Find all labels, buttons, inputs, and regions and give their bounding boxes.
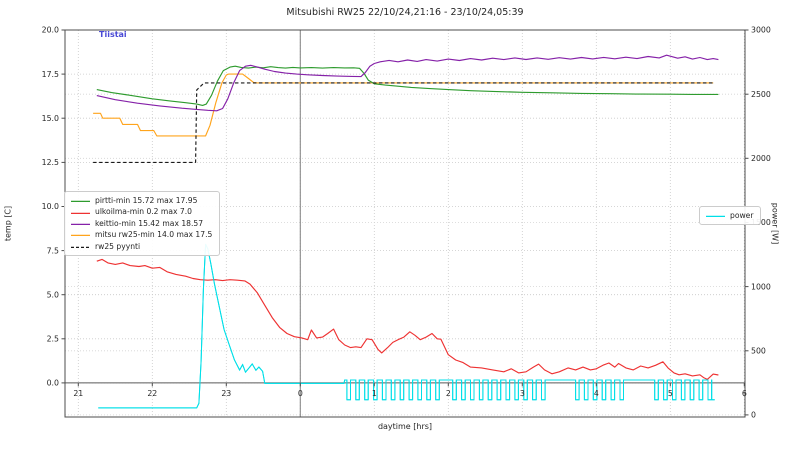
- series-line-ulkoilma: [96, 258, 719, 380]
- legend-label-pirtti: pirtti-min 15.72 max 17.95: [95, 196, 198, 205]
- x-tick-label-23: 23: [221, 389, 231, 398]
- y-tick-label-temp-12.5: 12.5: [42, 158, 59, 167]
- y-tick-label-temp-15.0: 15.0: [42, 114, 59, 123]
- legend-label-keittio: keittio-min 15.42 max 18.57: [95, 218, 204, 228]
- y-tick-label-temp-0.0: 0.0: [47, 379, 59, 388]
- y-tick-label-power-1500: 1500: [751, 218, 771, 227]
- legend-item-ulkoilma: ulkoilma-min 0.2 max 7.0: [71, 206, 212, 217]
- legend-item-rw25-pyynti: rw25 pyynti: [71, 241, 212, 252]
- y-tick-label-temp-17.5: 17.5: [42, 70, 59, 79]
- series-lines: [93, 54, 719, 409]
- legend-label-mitsu-rw25: mitsu rw25-min 14.0 max 17.5: [95, 230, 213, 240]
- x-tick-label-1: 1: [372, 389, 377, 398]
- legend-item-keittio: keittio-min 15.42 max 18.57: [71, 218, 212, 229]
- y-tick-label-temp-7.5: 7.5: [47, 246, 59, 255]
- legend-label-power: power: [730, 211, 754, 220]
- y-tick-label-temp-20.0: 20.0: [42, 26, 59, 35]
- weekday-annotation: Tiistai: [99, 30, 127, 39]
- legend-power: power: [699, 206, 762, 226]
- x-tick-label-5: 5: [668, 389, 673, 398]
- y-tick-label-power-2000: 2000: [751, 154, 771, 163]
- series-line-rw25-pyynti: [93, 82, 715, 163]
- legend-swatch-ulkoilma: [71, 212, 90, 214]
- legend-label-rw25-pyynti: rw25 pyynti: [95, 241, 141, 251]
- legend-item-pirtti: pirtti-min 15.72 max 17.95: [71, 195, 212, 206]
- legend-swatch-rw25-pyynti: [71, 246, 90, 248]
- y-axis-label-temp: temp [C]: [3, 205, 13, 242]
- x-tick-label-0: 0: [298, 389, 303, 398]
- x-tick-label-21: 21: [73, 389, 83, 398]
- y-tick-label-temp-5.0: 5.0: [47, 290, 59, 299]
- x-tick-label-6: 6: [742, 389, 747, 398]
- legend-swatch-keittio: [71, 223, 90, 226]
- x-tick-label-4: 4: [594, 389, 599, 398]
- x-tick-label-3: 3: [520, 389, 525, 398]
- reference-lines: [65, 30, 745, 417]
- tick-labels: 0.0 2.5 5.0 7.5 10.0 12.5 15.0 17.5 20.0 0 500 1000…: [42, 26, 771, 420]
- y-tick-label-power-3000: 3000: [751, 26, 771, 35]
- tick-marks: [61, 29, 749, 416]
- series-line-mitsu-rw25: [93, 73, 714, 137]
- y-tick-label-power-2500: 2500: [751, 90, 771, 99]
- chart-title: Mitsubishi RW25 22/10/24,21:16 - 23/10/2…: [286, 7, 524, 18]
- legend-item-mitsu-rw25: mitsu rw25-min 14.0 max 17.5: [71, 229, 212, 240]
- legend-label-ulkoilma: ulkoilma-min 0.2 max 7.0: [95, 207, 192, 217]
- x-tick-label-22: 22: [147, 389, 157, 398]
- legend-temperature: pirtti-min 15.72 max 17.95 ulkoilma-min 0…: [64, 191, 221, 257]
- y-axis-label-power: power [W]: [770, 202, 780, 245]
- series-line-power-top: [98, 244, 715, 409]
- x-axis-label: daytime [hrs]: [377, 422, 433, 431]
- legend-swatch-power: [706, 216, 725, 218]
- y-tick-label-temp-10.0: 10.0: [42, 202, 59, 211]
- y-tick-label-power-0: 0: [751, 411, 756, 420]
- y-tick-label-power-1000: 1000: [751, 282, 771, 291]
- series-line-pirtti: [96, 65, 719, 106]
- legend-item-power: power: [706, 210, 753, 221]
- y-tick-label-temp-2.5: 2.5: [47, 335, 59, 344]
- x-tick-label-2: 2: [446, 389, 451, 398]
- y-tick-label-power-500: 500: [751, 347, 766, 356]
- legend-swatch-pirtti: [71, 201, 90, 203]
- legend-swatch-mitsu-rw25: [71, 235, 90, 237]
- series-line-keittio: [96, 54, 719, 112]
